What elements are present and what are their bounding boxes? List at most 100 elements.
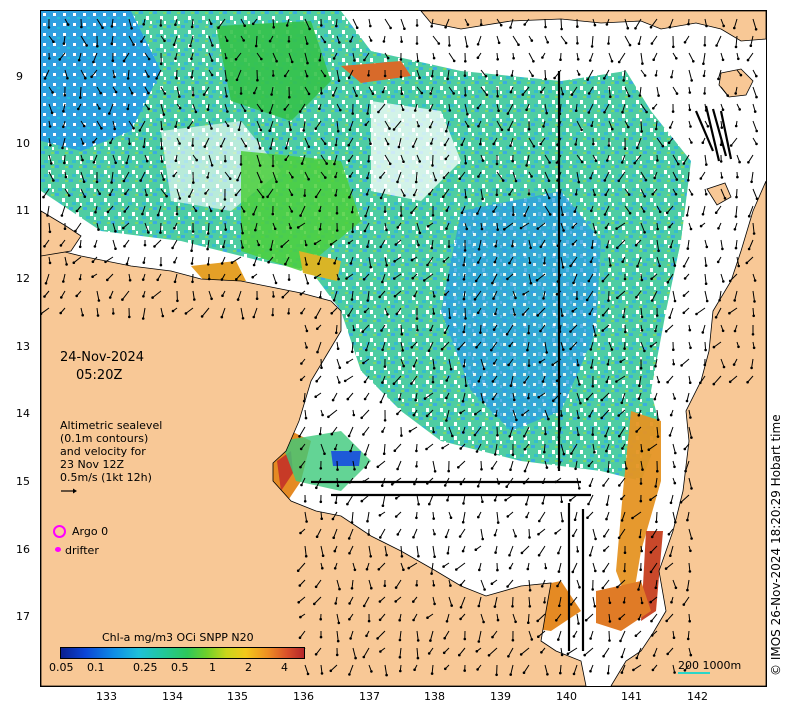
- velocity-arrow-head: [123, 244, 126, 248]
- velocity-arrow-head: [314, 195, 318, 199]
- velocity-arrow: [480, 392, 484, 403]
- velocity-arrow: [623, 307, 626, 318]
- velocity-arrow: [351, 579, 354, 589]
- velocity-arrow-head: [458, 653, 461, 657]
- velocity-arrow-head: [623, 277, 627, 281]
- velocity-arrow-head: [91, 260, 95, 263]
- velocity-arrow: [512, 613, 517, 622]
- velocity-arrow: [520, 647, 530, 655]
- velocity-arrow: [48, 171, 54, 181]
- velocity-arrow-head: [274, 281, 278, 285]
- velocity-arrow-head: [464, 60, 467, 63]
- velocity-arrow-head: [254, 228, 257, 232]
- velocity-arrow-head: [745, 261, 749, 265]
- western-land: [41, 245, 587, 686]
- velocity-arrow-head: [63, 161, 66, 165]
- velocity-arrow-head: [476, 485, 480, 488]
- velocity-arrow-head: [430, 246, 434, 250]
- velocity-arrow: [747, 52, 754, 61]
- velocity-arrow-head: [600, 398, 604, 402]
- velocity-arrow: [48, 222, 51, 232]
- velocity-arrow: [332, 511, 338, 520]
- velocity-arrow: [255, 35, 258, 47]
- velocity-vectors: [41, 18, 759, 677]
- velocity-arrow-head: [574, 467, 577, 471]
- velocity-arrow-head: [654, 586, 658, 590]
- velocity-arrow-head: [371, 92, 375, 95]
- velocity-arrow-head: [723, 197, 727, 200]
- velocity-arrow-head: [490, 582, 494, 585]
- velocity-arrow-head: [46, 214, 49, 217]
- velocity-arrow: [384, 120, 390, 129]
- velocity-arrow: [683, 154, 690, 164]
- velocity-arrow-head: [433, 532, 436, 536]
- velocity-arrow: [576, 171, 580, 183]
- velocity-arrow-head: [561, 266, 565, 269]
- velocity-arrow-head: [604, 434, 607, 438]
- velocity-arrow: [349, 545, 354, 554]
- velocity-arrow: [445, 528, 450, 538]
- velocity-arrow-head: [268, 39, 272, 43]
- velocity-arrow-head: [722, 280, 725, 283]
- velocity-arrow: [608, 256, 611, 266]
- velocity-arrow-head: [400, 434, 403, 437]
- velocity-arrow-head: [602, 654, 605, 658]
- velocity-arrow-head: [317, 262, 320, 266]
- velocity-arrow-head: [366, 519, 369, 523]
- velocity-arrow-head: [377, 110, 380, 114]
- velocity-arrow: [192, 103, 197, 113]
- velocity-arrow-head: [400, 332, 404, 336]
- velocity-arrow-head: [443, 484, 447, 487]
- velocity-arrow: [236, 69, 242, 80]
- velocity-arrow: [272, 171, 277, 182]
- velocity-arrow: [480, 528, 484, 540]
- velocity-arrow-head: [106, 210, 110, 214]
- velocity-arrow-head: [398, 398, 401, 401]
- velocity-arrow-head: [716, 260, 720, 264]
- velocity-arrow-head: [355, 94, 358, 97]
- velocity-arrow: [394, 273, 402, 279]
- velocity-arrow: [122, 290, 130, 300]
- velocity-arrow: [688, 426, 692, 438]
- velocity-arrow-head: [172, 174, 175, 178]
- altimetry-line-3: and velocity for: [60, 445, 146, 458]
- velocity-arrow: [586, 392, 594, 400]
- velocity-arrow-head: [457, 466, 460, 469]
- velocity-arrow: [510, 18, 514, 28]
- velocity-arrow-head: [571, 226, 574, 229]
- velocity-arrow: [126, 154, 130, 164]
- velocity-arrow-head: [243, 24, 246, 27]
- velocity-arrow-head: [668, 126, 672, 129]
- velocity-arrow-head: [459, 606, 463, 609]
- velocity-arrow-head: [650, 299, 654, 302]
- velocity-arrow: [476, 443, 482, 452]
- velocity-arrow-head: [338, 381, 341, 384]
- velocity-arrow: [669, 18, 674, 28]
- velocity-arrow-head: [430, 142, 433, 145]
- velocity-arrow: [299, 103, 306, 112]
- velocity-arrow: [655, 579, 658, 588]
- velocity-arrow-head: [417, 554, 420, 558]
- velocity-arrow-head: [429, 639, 432, 642]
- velocity-arrow-head: [318, 432, 322, 436]
- velocity-arrow-head: [347, 76, 351, 79]
- velocity-arrow-head: [369, 24, 372, 28]
- velocity-arrow-head: [689, 125, 692, 128]
- velocity-arrow-head: [464, 384, 468, 388]
- velocity-arrow-head: [476, 56, 480, 59]
- velocity-arrow-head: [733, 329, 737, 333]
- velocity-arrow: [382, 494, 386, 506]
- velocity-arrow: [123, 52, 130, 62]
- velocity-arrow: [602, 273, 610, 282]
- velocity-arrow-head: [242, 210, 246, 213]
- velocity-arrow-head: [590, 366, 593, 369]
- velocity-arrow-head: [688, 570, 692, 573]
- velocity-arrow-head: [578, 487, 581, 490]
- velocity-arrow-head: [220, 209, 224, 213]
- velocity-arrow: [320, 443, 325, 454]
- velocity-arrow: [346, 494, 354, 505]
- velocity-arrow-head: [680, 364, 683, 367]
- velocity-arrow-head: [332, 299, 336, 302]
- velocity-arrow-head: [302, 129, 306, 132]
- velocity-arrow-head: [412, 193, 416, 197]
